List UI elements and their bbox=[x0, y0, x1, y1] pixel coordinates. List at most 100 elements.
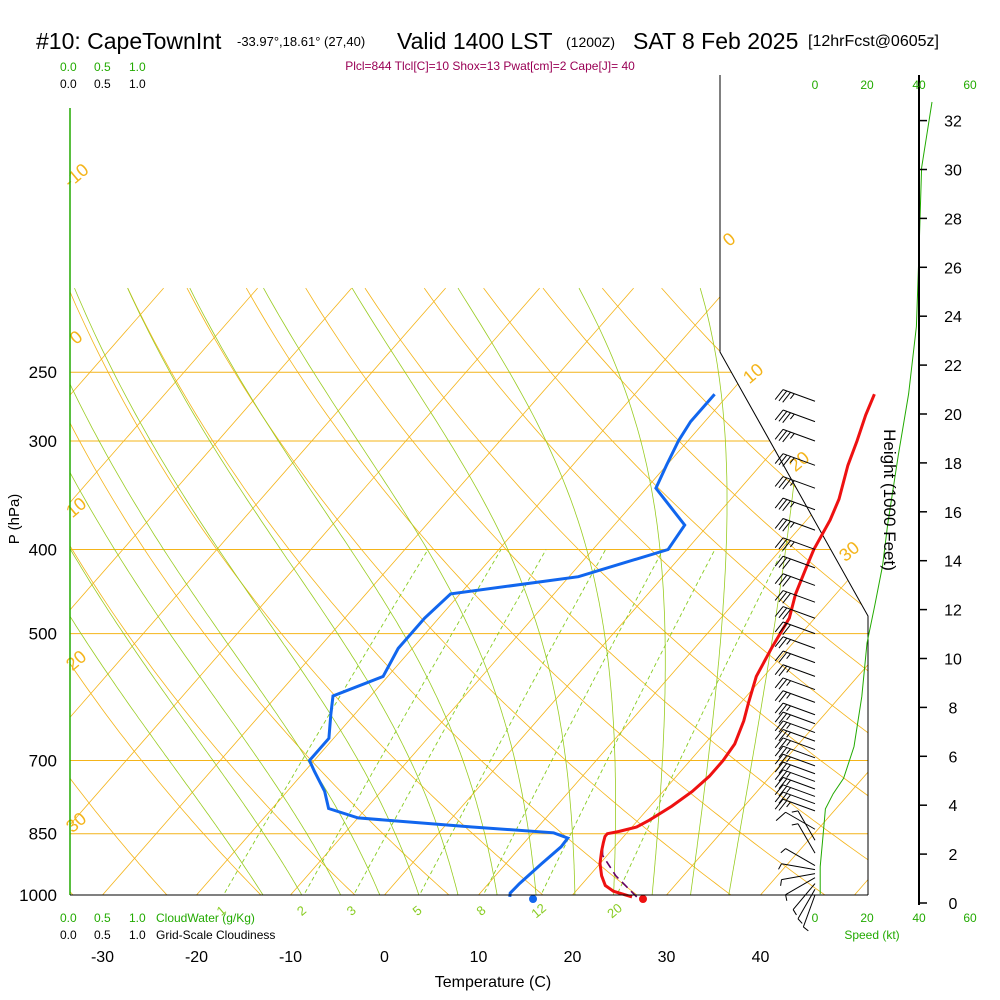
wind-barb bbox=[774, 453, 816, 467]
wind-barb bbox=[774, 791, 816, 805]
wind-barb-staff bbox=[797, 823, 816, 854]
wind-barb-half-flag bbox=[792, 909, 797, 916]
dry-adiabat-line bbox=[70, 288, 201, 895]
wind-barb-flag bbox=[778, 538, 788, 550]
pressure-tick-label: 500 bbox=[29, 625, 57, 644]
isotherm-line bbox=[258, 287, 822, 895]
wind-barb bbox=[774, 555, 816, 570]
height-tick-label: 10 bbox=[944, 652, 962, 669]
temperature-axis: -30 -20 -10 0 10 20 30 40 bbox=[91, 949, 770, 966]
wind-barb-half-flag bbox=[797, 918, 803, 924]
wind-barb-flag bbox=[774, 711, 784, 723]
wind-barb-half-flag bbox=[790, 413, 795, 420]
wind-barb bbox=[774, 677, 816, 691]
wind-barb bbox=[774, 720, 816, 734]
dry-adiabat-line bbox=[245, 287, 868, 895]
wind-barb-flag bbox=[778, 721, 788, 733]
moist-adiabat-line bbox=[127, 287, 463, 895]
wind-barb-half-flag bbox=[786, 764, 791, 771]
wind-barb-flag bbox=[774, 650, 784, 662]
wind-barb-flag bbox=[774, 784, 784, 796]
y-axis-label: P (hPa) bbox=[6, 494, 23, 545]
wind-barb-flag bbox=[774, 476, 784, 487]
cloud-top-tick-1: 0.5 bbox=[94, 77, 111, 91]
wind-barb bbox=[774, 537, 816, 551]
wind-barb bbox=[780, 873, 816, 886]
speed-bottom-tick-3: 60 bbox=[963, 911, 977, 925]
wind-barb bbox=[774, 798, 816, 812]
wind-barb-flag bbox=[782, 392, 791, 403]
wind-barb-flag bbox=[774, 720, 784, 732]
dry-adiabat-labels: 10 0 -10 20 30 0 10 20 30 bbox=[60, 159, 863, 836]
pressure-tick-label: 250 bbox=[29, 363, 57, 382]
wind-barb-half-flag bbox=[786, 639, 791, 645]
wind-barb bbox=[774, 737, 816, 751]
dry-adiabat-label: 30 bbox=[62, 808, 90, 836]
dry-adiabat-lines bbox=[70, 287, 1000, 931]
utc-time: (1200Z) bbox=[566, 34, 616, 50]
pressure-axis: 250 300 400 500 700 850 1000 bbox=[19, 363, 57, 905]
wind-barb-staff bbox=[782, 753, 816, 767]
station-coords: -33.97°,18.61° (27,40) bbox=[237, 34, 366, 49]
moist-adiabat-line bbox=[578, 287, 666, 895]
isotherm-line bbox=[822, 287, 868, 895]
wind-barb-flag bbox=[775, 811, 786, 822]
dry-adiabat-label: 30 bbox=[835, 537, 863, 565]
speed-scale-top: 0 20 40 60 bbox=[812, 78, 977, 92]
temperature-tick-label: -20 bbox=[185, 949, 208, 966]
wind-barb-staff bbox=[785, 811, 816, 830]
wind-barb-flag bbox=[778, 747, 788, 758]
cw-top-tick-0: 0.0 bbox=[60, 60, 77, 74]
wind-barb-flag bbox=[778, 607, 788, 619]
wind-barb-flag bbox=[774, 737, 784, 749]
temperature-tick-label: 20 bbox=[564, 949, 582, 966]
wind-barb-staff bbox=[782, 798, 816, 812]
dry-adiabat-line bbox=[958, 288, 1000, 931]
moist-adiabat-line bbox=[70, 287, 275, 895]
isobar-lines bbox=[70, 371, 868, 895]
wind-barb-flag bbox=[778, 454, 788, 466]
cloudiness-label: Grid-Scale Cloudiness bbox=[156, 928, 275, 942]
wind-barb bbox=[774, 761, 816, 775]
wind-barb-staff bbox=[782, 690, 816, 703]
height-tick-label: 32 bbox=[944, 114, 962, 131]
isotherm-line bbox=[446, 287, 868, 895]
wind-barb-half-flag bbox=[786, 731, 791, 738]
speed-bottom-tick-2: 40 bbox=[912, 911, 926, 925]
height-tick-label: 4 bbox=[949, 798, 958, 815]
wind-barb-half-flag bbox=[803, 926, 809, 932]
dry-adiabat-line bbox=[70, 287, 394, 895]
cloud-water-scale-top: 0.0 0.5 1.0 0.0 0.5 1.0 bbox=[60, 60, 146, 91]
dry-adiabat-line bbox=[186, 287, 781, 895]
dry-adiabat-line bbox=[364, 287, 868, 895]
mixing-ratio-label: 3 bbox=[344, 903, 359, 919]
wind-barb-flag bbox=[774, 621, 784, 633]
wind-barb bbox=[774, 650, 816, 664]
wind-barb bbox=[774, 745, 816, 759]
dry-adiabat-label: 20 bbox=[785, 447, 813, 475]
dry-adiabat-line bbox=[70, 287, 491, 895]
wind-barb bbox=[785, 877, 816, 901]
temperature-tick-label: 40 bbox=[752, 949, 770, 966]
wind-barb-flag bbox=[778, 763, 788, 774]
pressure-tick-label: 850 bbox=[29, 825, 57, 844]
dry-adiabat-line bbox=[601, 287, 868, 895]
wind-barb bbox=[780, 848, 816, 867]
mixing-ratio-line bbox=[220, 549, 429, 895]
mixing-ratio-label: 8 bbox=[473, 903, 488, 919]
wind-barb-staff bbox=[782, 784, 816, 797]
moist-adiabat-line bbox=[457, 287, 616, 895]
temperature-tick-label: -10 bbox=[279, 949, 302, 966]
wind-barb-half-flag bbox=[790, 480, 795, 486]
wind-speed-line bbox=[819, 101, 933, 895]
speed-top-tick-2: 40 bbox=[912, 78, 926, 92]
wind-barb-staff bbox=[782, 711, 816, 725]
wind-barb-half-flag bbox=[785, 894, 788, 901]
wind-barbs bbox=[774, 389, 816, 932]
wind-barb-half-flag bbox=[790, 457, 795, 464]
temperature-line bbox=[598, 393, 876, 899]
wind-barb bbox=[774, 776, 816, 790]
wind-barb-staff bbox=[782, 737, 816, 751]
wind-barb bbox=[802, 894, 816, 932]
